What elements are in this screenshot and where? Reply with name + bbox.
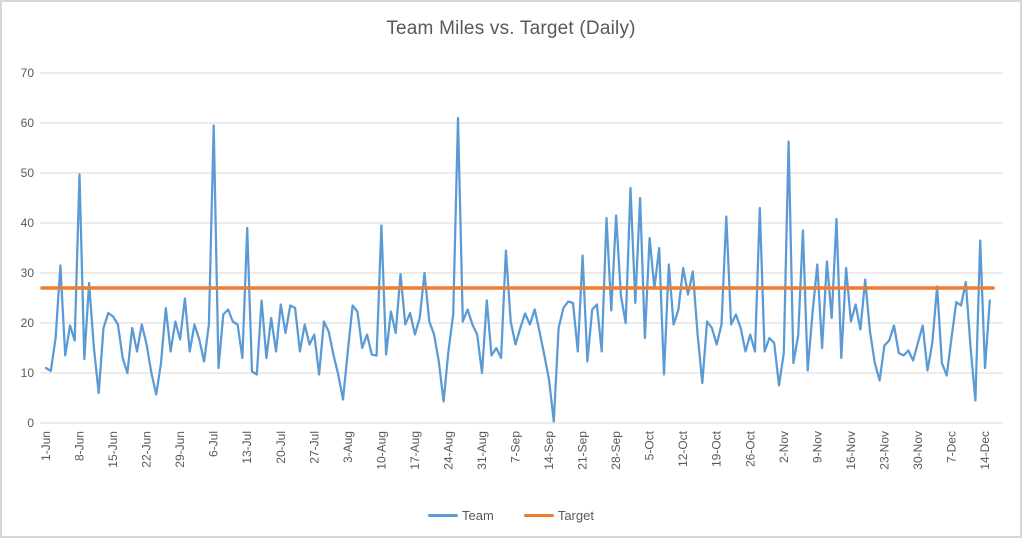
legend-label-team: Team [462,508,494,523]
x-tick-label: 19-Oct [710,430,724,467]
x-tick-label: 13-Jul [240,431,254,464]
x-tick-label: 14-Dec [978,431,992,470]
x-tick-label: 30-Nov [911,431,925,470]
team-series-line [44,116,991,423]
x-tick-label: 2-Nov [777,431,791,463]
x-tick-label: 6-Jul [207,431,221,457]
x-tick-label: 28-Sep [609,431,623,470]
x-tick-label: 3-Aug [341,431,355,463]
y-tick-label: 30 [21,266,35,280]
x-tick-label: 8-Jun [73,431,87,461]
x-tick-label: 24-Aug [441,431,455,470]
target-line-swatch-icon [523,513,554,518]
legend-item-target[interactable]: Target [523,508,594,523]
x-tick-label: 14-Sep [542,431,556,470]
x-tick-label: 10-Aug [374,431,388,470]
y-tick-label: 40 [21,216,35,230]
x-tick-label: 22-Jun [140,431,154,468]
chart-title: Team Miles vs. Target (Daily) [386,18,636,39]
x-tick-label: 27-Jul [307,431,321,464]
legend: Team Target [2,508,1020,523]
x-tick-label: 29-Jun [173,431,187,468]
y-tick-label: 50 [21,166,35,180]
y-tick-label: 10 [21,366,35,380]
x-tick-label: 1-Jun [39,431,53,461]
x-tick-label: 17-Aug [408,431,422,470]
x-tick-label: 15-Jun [106,431,120,468]
y-tick-label: 0 [27,416,34,430]
x-tick-label: 16-Nov [844,431,858,470]
x-tick-label: 26-Oct [743,430,757,467]
legend-item-team[interactable]: Team [428,508,494,523]
y-tick-label: 70 [21,66,35,80]
team-line-swatch-icon [428,513,459,518]
y-tick-label: 20 [21,316,35,330]
x-tick-label: 9-Nov [810,431,824,463]
x-tick-label: 12-Oct [676,430,690,467]
x-tick-label: 5-Oct [643,430,657,460]
x-tick-label: 31-Aug [475,431,489,470]
y-tick-label: 60 [21,116,35,130]
x-tick-label: 7-Sep [509,431,523,463]
x-tick-label: 23-Nov [877,431,891,470]
x-tick-label: 7-Dec [944,431,958,463]
x-tick-label: 21-Sep [576,431,590,470]
legend-label-target: Target [557,508,594,523]
x-tick-label: 20-Jul [274,431,288,464]
